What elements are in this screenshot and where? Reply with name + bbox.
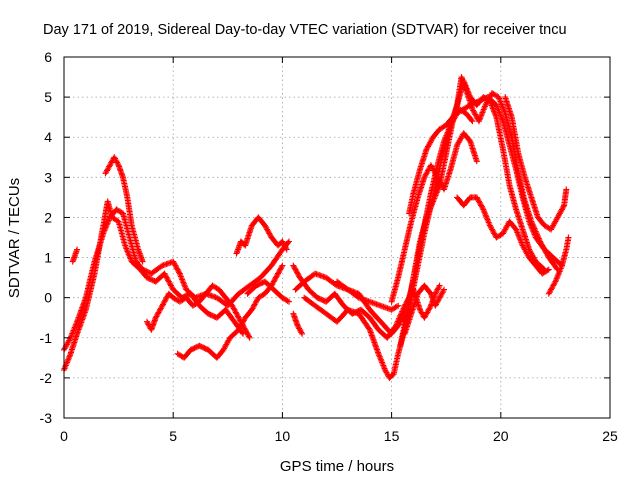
series-track-4 bbox=[102, 154, 146, 265]
y-axis-label: SDTVAR / TECUs bbox=[6, 178, 23, 298]
data-marker-path bbox=[545, 234, 572, 297]
y-tick-label: 5 bbox=[44, 89, 52, 105]
series-track-18 bbox=[454, 194, 552, 277]
data-series bbox=[61, 74, 572, 381]
data-marker-path bbox=[454, 194, 552, 277]
grid bbox=[64, 57, 610, 418]
series-track-8 bbox=[244, 278, 292, 305]
x-tick-label: 15 bbox=[384, 428, 400, 444]
axes: 0 5 10 15 20 25 -3 -2 -1 0 1 2 3 4 5 6 bbox=[40, 49, 618, 444]
series-track-7 bbox=[233, 214, 290, 257]
series-track-20 bbox=[545, 234, 572, 297]
data-marker-path bbox=[406, 106, 476, 217]
data-marker-path bbox=[388, 130, 480, 305]
y-tick-label: 2 bbox=[44, 209, 52, 225]
series-track-2 bbox=[61, 198, 247, 373]
data-marker-path bbox=[69, 246, 81, 265]
data-marker-path bbox=[174, 262, 286, 361]
series-track-16 bbox=[401, 282, 447, 337]
x-tick-label: 10 bbox=[275, 428, 291, 444]
plot-frame bbox=[63, 56, 611, 419]
chart-title: Day 171 of 2019, Sidereal Day-to-day VTE… bbox=[43, 22, 567, 38]
series-track-19 bbox=[502, 94, 570, 233]
series-track-6 bbox=[174, 262, 286, 361]
data-marker-path bbox=[233, 214, 290, 257]
series-track-15 bbox=[397, 78, 548, 349]
data-marker-path bbox=[61, 198, 247, 373]
data-marker-path bbox=[244, 278, 292, 305]
y-tick-label: 6 bbox=[44, 49, 52, 65]
x-tick-label: 25 bbox=[602, 428, 618, 444]
data-marker-path bbox=[102, 154, 146, 265]
x-tick-label: 0 bbox=[60, 428, 68, 444]
y-tick-label: -2 bbox=[40, 370, 53, 386]
y-tick-label: -1 bbox=[40, 330, 53, 346]
x-axis-label: GPS time / hours bbox=[280, 458, 394, 475]
series-track-3 bbox=[69, 246, 81, 265]
data-marker-path bbox=[401, 282, 447, 337]
series-track-10 bbox=[290, 310, 306, 337]
series-track-17 bbox=[406, 106, 476, 217]
data-marker-path bbox=[502, 94, 570, 233]
y-tick-label: 0 bbox=[44, 290, 52, 306]
data-marker-path bbox=[290, 310, 306, 337]
y-tick-label: -3 bbox=[40, 410, 53, 426]
y-tick-label: 1 bbox=[44, 250, 52, 266]
series-track-14 bbox=[388, 130, 480, 305]
x-tick-label: 5 bbox=[169, 428, 177, 444]
data-marker-path bbox=[397, 78, 548, 349]
x-tick-label: 20 bbox=[493, 428, 509, 444]
y-tick-label: 3 bbox=[44, 169, 52, 185]
y-tick-label: 4 bbox=[44, 129, 52, 145]
